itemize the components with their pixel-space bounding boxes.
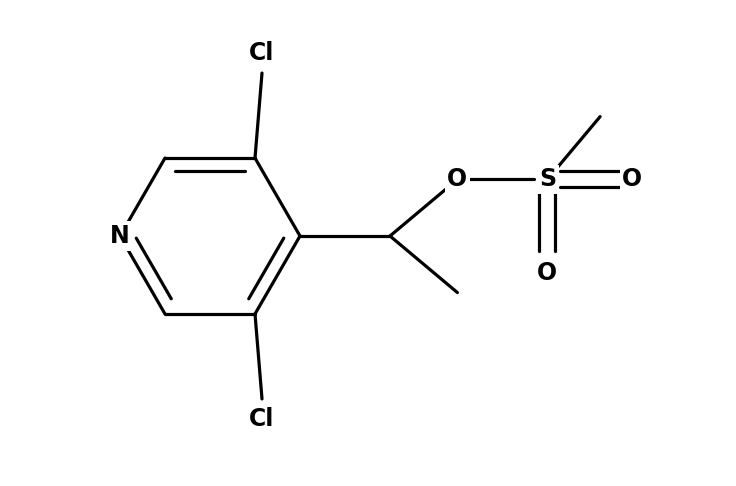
- Text: O: O: [537, 261, 557, 285]
- Text: Cl: Cl: [250, 407, 275, 431]
- Text: S: S: [539, 168, 556, 191]
- Text: N: N: [110, 224, 130, 248]
- Text: Cl: Cl: [250, 41, 275, 65]
- Text: O: O: [623, 168, 643, 191]
- Text: O: O: [447, 168, 467, 191]
